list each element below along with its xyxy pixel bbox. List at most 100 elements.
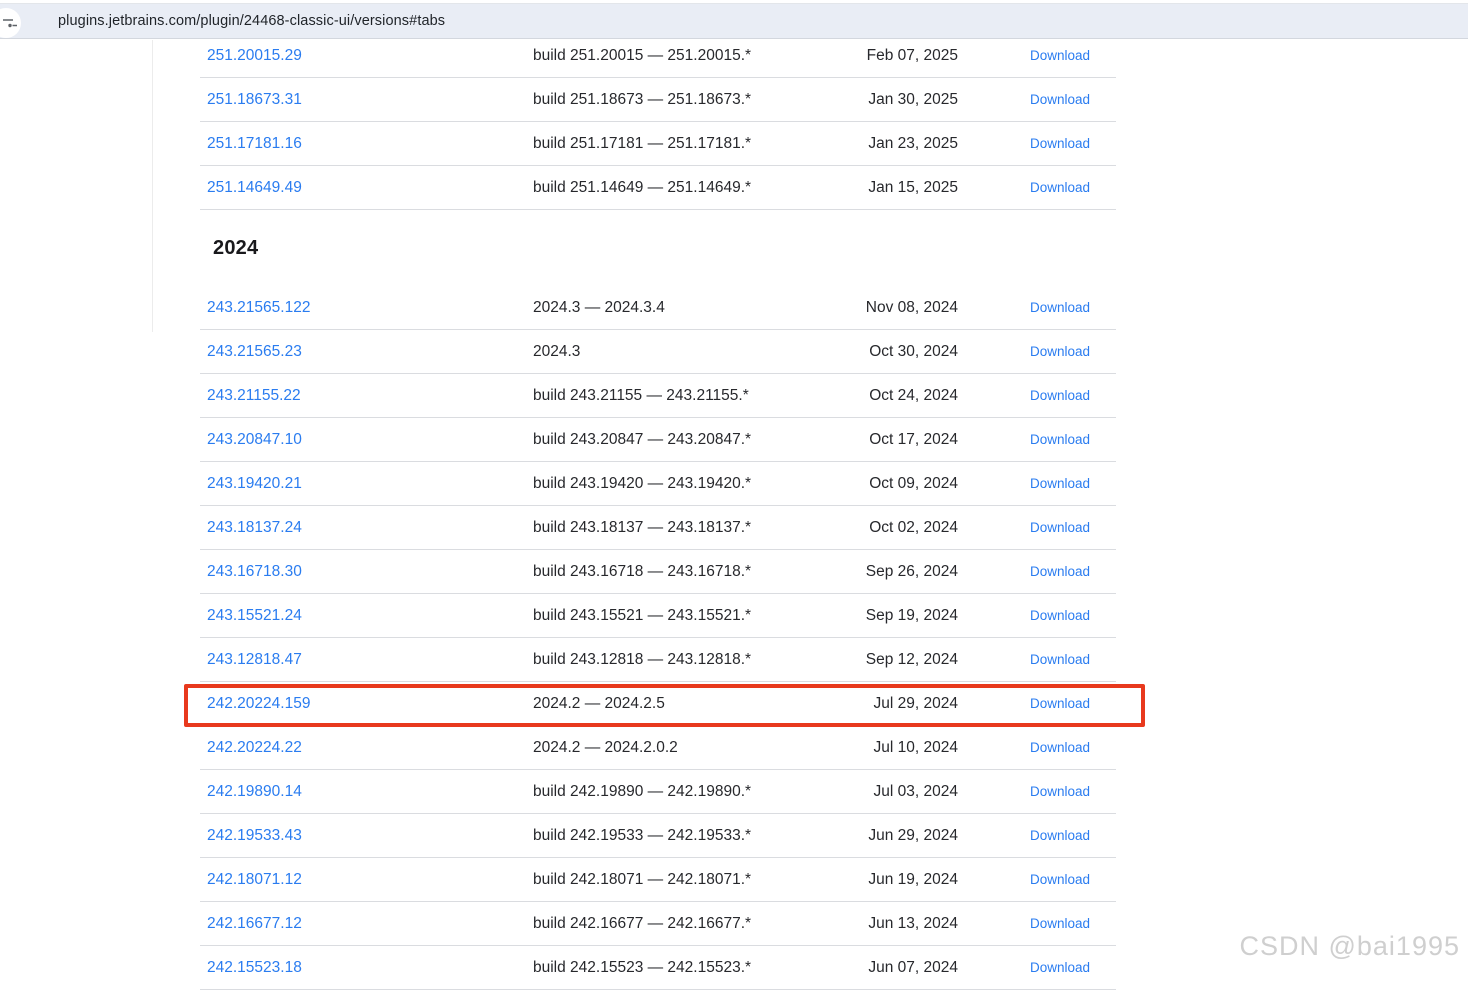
compatibility-range: build 243.18137 — 243.18137.* <box>533 519 803 537</box>
compatibility-range: build 251.17181 — 251.17181.* <box>533 135 803 153</box>
compatibility-range: build 242.19533 — 242.19533.* <box>533 827 803 845</box>
version-row: 242.19533.43 build 242.19533 — 242.19533… <box>200 814 1116 858</box>
version-row: 242.16677.12 build 242.16677 — 242.16677… <box>200 902 1116 946</box>
version-row: 251.18673.31 build 251.18673 — 251.18673… <box>200 78 1116 122</box>
release-date: Oct 09, 2024 <box>803 475 958 493</box>
download-link[interactable]: Download <box>1030 388 1090 403</box>
version-link[interactable]: 251.17181.16 <box>207 135 302 152</box>
compatibility-range: 2024.2 — 2024.2.5 <box>533 695 803 713</box>
version-link[interactable]: 243.21565.23 <box>207 343 302 360</box>
compatibility-range: build 242.18071 — 242.18071.* <box>533 871 803 889</box>
download-link[interactable]: Download <box>1030 652 1090 667</box>
version-row: 243.21565.23 2024.3 Oct 30, 2024 Downloa… <box>200 330 1116 374</box>
download-link[interactable]: Download <box>1030 180 1090 195</box>
release-date: Nov 08, 2024 <box>803 299 958 317</box>
version-link[interactable]: 251.20015.29 <box>207 47 302 64</box>
download-link[interactable]: Download <box>1030 960 1090 975</box>
release-date: Sep 19, 2024 <box>803 607 958 625</box>
watermark: CSDN @bai1995 <box>1239 931 1460 962</box>
tune-icon <box>3 16 17 30</box>
version-row: 243.20847.10 build 243.20847 — 243.20847… <box>200 418 1116 462</box>
download-link[interactable]: Download <box>1030 784 1090 799</box>
year-heading-box: 2024 <box>200 210 1116 286</box>
download-link[interactable]: Download <box>1030 136 1090 151</box>
download-link[interactable]: Download <box>1030 828 1090 843</box>
version-row: 243.18137.24 build 243.18137 — 243.18137… <box>200 506 1116 550</box>
release-date: Oct 02, 2024 <box>803 519 958 537</box>
release-date: Jan 23, 2025 <box>803 135 958 153</box>
version-link[interactable]: 243.21155.22 <box>207 387 301 404</box>
download-link[interactable]: Download <box>1030 300 1090 315</box>
release-date: Sep 26, 2024 <box>803 563 958 581</box>
download-link[interactable]: Download <box>1030 344 1090 359</box>
version-row: 243.12818.47 build 243.12818 — 243.12818… <box>200 638 1116 682</box>
release-date: Oct 30, 2024 <box>803 343 958 361</box>
page-edge-line <box>152 40 153 332</box>
version-link[interactable]: 251.14649.49 <box>207 179 302 196</box>
download-link[interactable]: Download <box>1030 564 1090 579</box>
version-link[interactable]: 243.19420.21 <box>207 475 302 492</box>
release-date: Jul 29, 2024 <box>803 695 958 713</box>
release-date: Jul 10, 2024 <box>803 739 958 757</box>
version-link[interactable]: 243.20847.10 <box>207 431 302 448</box>
release-date: Jan 15, 2025 <box>803 179 958 197</box>
compatibility-range: build 243.16718 — 243.16718.* <box>533 563 803 581</box>
download-link[interactable]: Download <box>1030 476 1090 491</box>
compatibility-range: build 251.14649 — 251.14649.* <box>533 179 803 197</box>
version-row: 243.16718.30 build 243.16718 — 243.16718… <box>200 550 1116 594</box>
download-link[interactable]: Download <box>1030 608 1090 623</box>
version-link[interactable]: 242.19890.14 <box>207 783 302 800</box>
version-row: 242.20224.22 2024.2 — 2024.2.0.2 Jul 10,… <box>200 726 1116 770</box>
release-date: Jun 07, 2024 <box>803 959 958 977</box>
version-link[interactable]: 242.18071.12 <box>207 871 302 888</box>
version-link[interactable]: 243.12818.47 <box>207 651 302 668</box>
version-link[interactable]: 242.19533.43 <box>207 827 302 844</box>
release-date: Feb 07, 2025 <box>803 47 958 65</box>
version-link[interactable]: 243.18137.24 <box>207 519 302 536</box>
download-link[interactable]: Download <box>1030 872 1090 887</box>
version-row: 243.21155.22 build 243.21155 — 243.21155… <box>200 374 1116 418</box>
compatibility-range: 2024.3 <box>533 343 803 361</box>
compatibility-range: 2024.2 — 2024.2.0.2 <box>533 739 803 757</box>
download-link[interactable]: Download <box>1030 740 1090 755</box>
page-url[interactable]: plugins.jetbrains.com/plugin/24468-class… <box>58 13 445 29</box>
compatibility-range: build 242.15523 — 242.15523.* <box>533 959 803 977</box>
release-date: Jul 03, 2024 <box>803 783 958 801</box>
compatibility-range: build 251.18673 — 251.18673.* <box>533 91 803 109</box>
release-date: Oct 24, 2024 <box>803 387 958 405</box>
version-row: 251.14649.49 build 251.14649 — 251.14649… <box>200 166 1116 210</box>
compatibility-range: build 243.20847 — 243.20847.* <box>533 431 803 449</box>
download-link[interactable]: Download <box>1030 696 1090 711</box>
compatibility-range: build 243.15521 — 243.15521.* <box>533 607 803 625</box>
download-link[interactable]: Download <box>1030 48 1090 63</box>
version-link[interactable]: 242.16677.12 <box>207 915 302 932</box>
release-date: Jun 13, 2024 <box>803 915 958 933</box>
download-link[interactable]: Download <box>1030 520 1090 535</box>
download-link[interactable]: Download <box>1030 916 1090 931</box>
version-row: 242.15523.18 build 242.15523 — 242.15523… <box>200 946 1116 990</box>
version-row: 242.20224.159 2024.2 — 2024.2.5 Jul 29, … <box>200 682 1116 726</box>
site-info-icon[interactable] <box>0 8 21 38</box>
version-row: 242.19890.14 build 242.19890 — 242.19890… <box>200 770 1116 814</box>
version-link[interactable]: 243.21565.122 <box>207 299 310 316</box>
version-row: 243.19420.21 build 243.19420 — 243.19420… <box>200 462 1116 506</box>
version-link[interactable]: 242.20224.159 <box>207 695 310 712</box>
version-link[interactable]: 243.15521.24 <box>207 607 302 624</box>
version-link[interactable]: 242.15523.18 <box>207 959 302 976</box>
release-date: Jun 29, 2024 <box>803 827 958 845</box>
download-link[interactable]: Download <box>1030 432 1090 447</box>
version-row: 251.17181.16 build 251.17181 — 251.17181… <box>200 122 1116 166</box>
compatibility-range: build 251.20015 — 251.20015.* <box>533 47 803 65</box>
compatibility-range: build 243.19420 — 243.19420.* <box>533 475 803 493</box>
version-link[interactable]: 242.20224.22 <box>207 739 302 756</box>
version-row: 251.20015.29 build 251.20015 — 251.20015… <box>200 34 1116 78</box>
version-link[interactable]: 251.18673.31 <box>207 91 302 108</box>
section-rows: 243.21565.122 2024.3 — 2024.3.4 Nov 08, … <box>200 286 1116 990</box>
version-section: 2024 243.21565.122 2024.3 — 2024.3.4 Nov… <box>200 210 1116 990</box>
version-section: 251.20015.29 build 251.20015 — 251.20015… <box>200 34 1116 210</box>
compatibility-range: 2024.3 — 2024.3.4 <box>533 299 803 317</box>
version-link[interactable]: 243.16718.30 <box>207 563 302 580</box>
compatibility-range: build 242.19890 — 242.19890.* <box>533 783 803 801</box>
download-link[interactable]: Download <box>1030 92 1090 107</box>
section-rows: 251.20015.29 build 251.20015 — 251.20015… <box>200 34 1116 210</box>
